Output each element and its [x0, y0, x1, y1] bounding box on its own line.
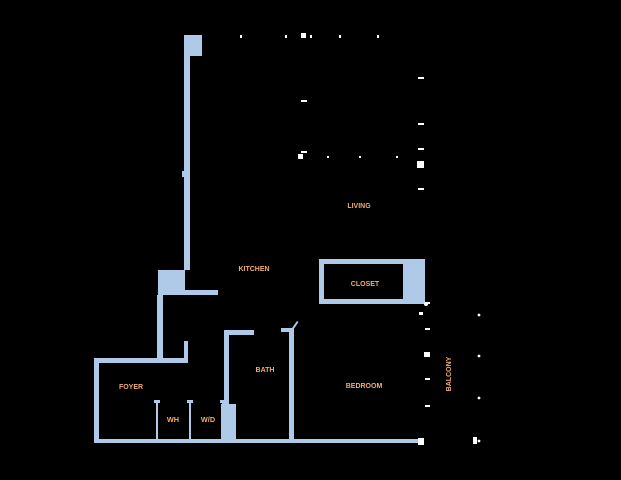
svg-text:WH: WH [167, 415, 179, 424]
svg-text:LIVING: LIVING [347, 203, 371, 210]
svg-text:BATH: BATH [256, 367, 275, 374]
svg-text:CLOSET: CLOSET [351, 281, 380, 288]
svg-text:BALCONY: BALCONY [446, 356, 453, 391]
svg-text:FOYER: FOYER [119, 384, 143, 391]
svg-text:W/D: W/D [201, 415, 215, 424]
svg-text:KITCHEN: KITCHEN [238, 266, 269, 273]
svg-text:BEDROOM: BEDROOM [346, 383, 383, 390]
